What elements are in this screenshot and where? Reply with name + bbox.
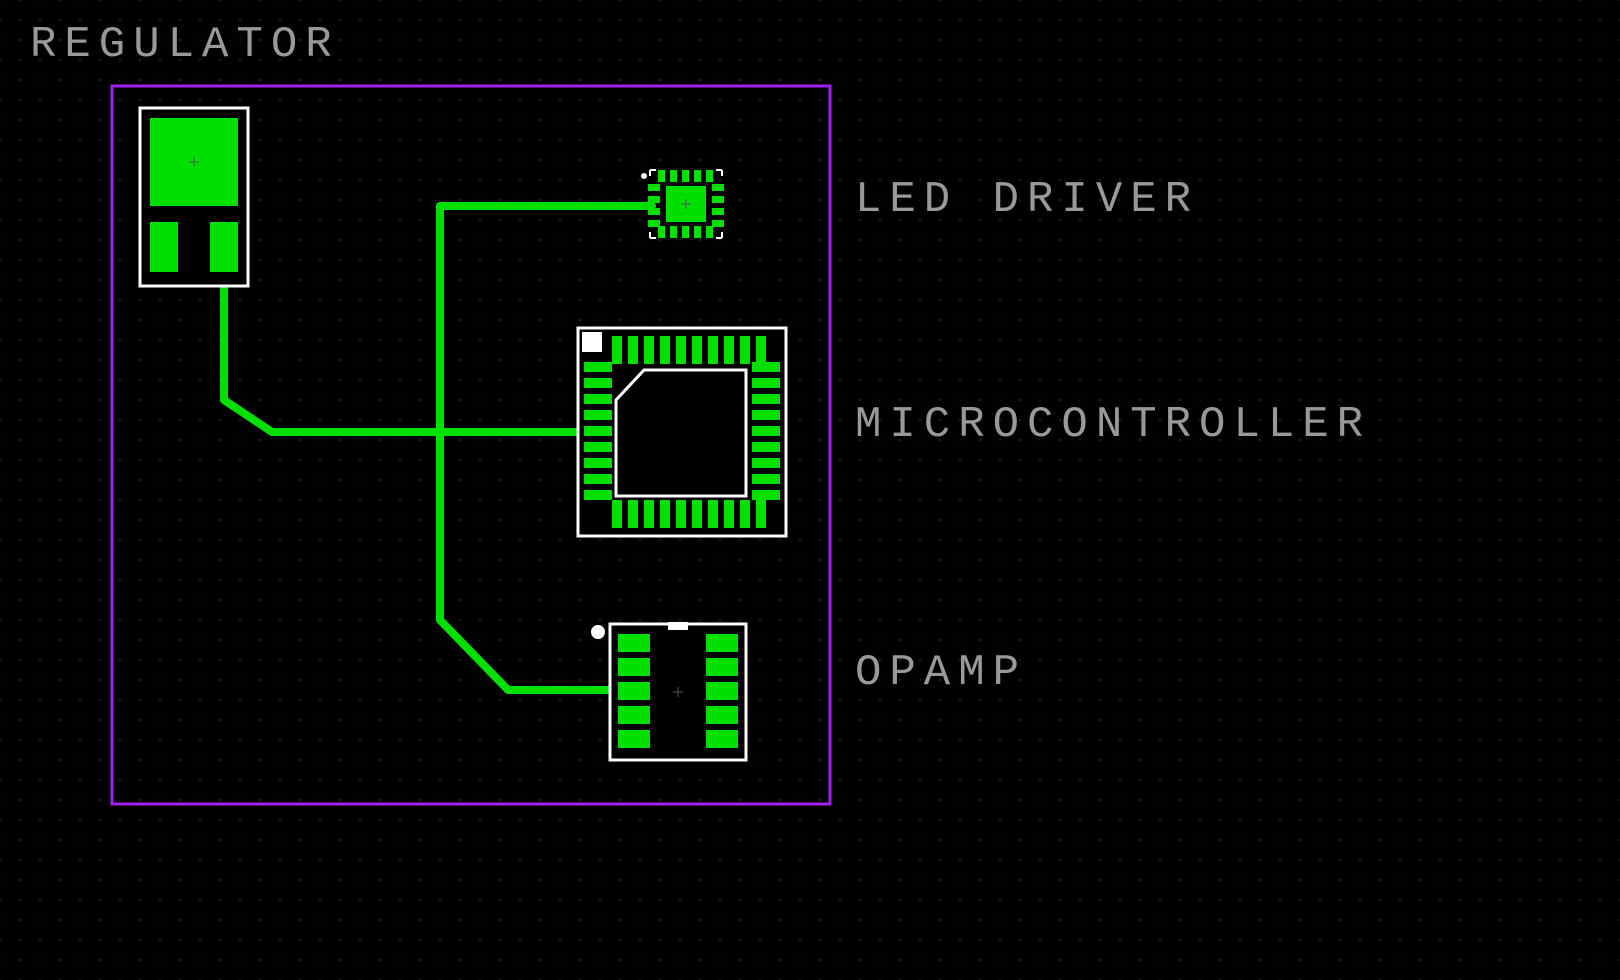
component-opamp [591, 622, 746, 760]
mcu-body-clean [614, 368, 748, 498]
component-regulator [140, 108, 248, 286]
pcb-canvas [0, 0, 1620, 980]
